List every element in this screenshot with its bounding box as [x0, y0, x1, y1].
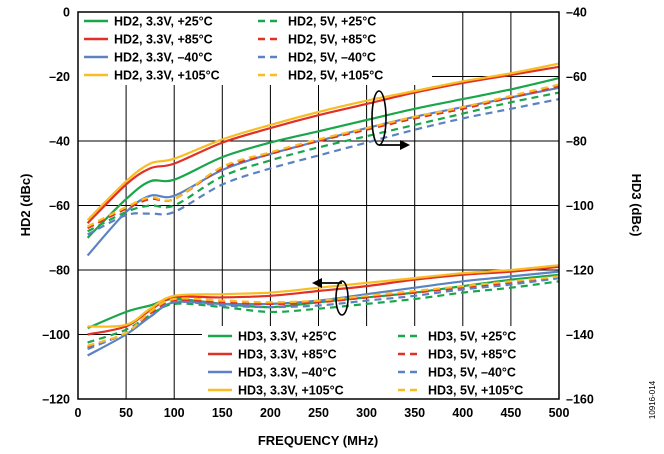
- series-line-hd3-3-3v-p105c: [87, 264, 560, 328]
- legend-label: HD3, 5V, +85°C: [428, 348, 516, 362]
- x-tick-label: 300: [356, 406, 377, 420]
- y-left-tick-label: –60: [49, 199, 70, 213]
- x-tick-label: 500: [549, 406, 570, 420]
- x-axis-title: FREQUENCY (MHz): [258, 433, 378, 448]
- right-axis-arrowhead: [400, 140, 410, 150]
- y-left-tick-label: –40: [49, 135, 70, 149]
- x-tick-label: 350: [404, 406, 425, 420]
- legend-label: HD2, 3.3V, +105°C: [114, 69, 220, 83]
- x-tick-label: 200: [260, 406, 281, 420]
- legend-label: HD3, 5V, +105°C: [428, 384, 523, 398]
- series-line-hd2-5v-p85c: [87, 85, 560, 230]
- hd2-group-ellipse: [335, 280, 349, 316]
- x-tick-label: 400: [452, 406, 473, 420]
- series-line-hd2-3-3v-p105c: [86, 62, 560, 221]
- y-left-tick-label: 0: [63, 6, 70, 20]
- y-left-axis-title: HD2 (dBc): [18, 174, 33, 237]
- series-line-hd2-5v-m40c: [87, 98, 560, 236]
- legend-label: HD2, 3.3V, +85°C: [114, 33, 213, 47]
- y-left-tick-label: –20: [49, 70, 70, 84]
- series-layer: [86, 62, 560, 357]
- x-tick-label: 100: [164, 406, 185, 420]
- legend-label: HD2, 5V, +85°C: [288, 33, 376, 47]
- y-right-tick-label: –140: [566, 328, 594, 342]
- legend-label: HD3, 5V, –40°C: [428, 366, 516, 380]
- series-line-hd3-3-3v-p85c: [87, 265, 560, 336]
- y-right-tick-label: –60: [566, 70, 587, 84]
- plot-frame: [77, 11, 560, 400]
- series-line-hd3-5v-m40c: [87, 277, 560, 351]
- axis-indicator-annotations: [312, 90, 410, 316]
- series-line-hd2-3-3v-p25c: [86, 77, 560, 239]
- legend-label: HD2, 3.3V, +25°C: [114, 15, 213, 29]
- x-tick-label: 250: [308, 406, 329, 420]
- legend-label: HD3, 3.3V, +105°C: [238, 384, 344, 398]
- legend-label: HD3, 3.3V, +25°C: [238, 330, 337, 344]
- y-right-tick-label: –100: [566, 199, 594, 213]
- legend-label: HD2, 5V, +105°C: [288, 69, 383, 83]
- y-right-tick-labels: –40 –60 –80 –100 –120 –140 –160: [566, 6, 594, 407]
- x-tick-label: 150: [212, 406, 233, 420]
- x-tick-label: 50: [119, 406, 133, 420]
- series-line-hd2-3-3v-m40c: [86, 86, 560, 257]
- y-right-tick-label: –80: [566, 135, 587, 149]
- y-right-tick-label: –120: [566, 264, 594, 278]
- legend-hd2: HD2, 3.3V, +25°C HD2, 3.3V, +85°C HD2, 3.3…: [78, 11, 432, 85]
- series-line-hd2-5v-p25c: [87, 91, 560, 233]
- series-line-hd3-5v-p105c: [87, 275, 560, 347]
- legend-background: [78, 11, 432, 85]
- legend-label: HD3, 3.3V, +85°C: [238, 348, 337, 362]
- y-right-tick-label: –160: [566, 393, 594, 407]
- x-tick-labels: 0 50 100 150 200 250 300 350 400 450 500: [75, 406, 570, 420]
- y-left-tick-labels: 0 –20 –40 –60 –80 –100 –120: [42, 6, 70, 407]
- legend-label: HD2, 5V, +25°C: [288, 15, 376, 29]
- figure-id: 10916-014: [648, 380, 657, 419]
- legend-label: HD2, 5V, –40°C: [288, 51, 376, 65]
- y-right-tick-label: –40: [566, 6, 587, 20]
- y-left-tick-label: –100: [42, 328, 70, 342]
- y-left-tick-label: –80: [49, 264, 70, 278]
- y-left-tick-label: –120: [42, 393, 70, 407]
- x-tick-label: 0: [75, 406, 82, 420]
- x-tick-label: 450: [500, 406, 521, 420]
- left-axis-arrowhead: [312, 278, 322, 288]
- legend-label: HD2, 3.3V, –40°C: [114, 51, 212, 65]
- y-right-axis-title: HD3 (dBc): [629, 174, 644, 237]
- legend-hd3: HD3, 3.3V, +25°C HD3, 3.3V, +85°C HD3, 3.3…: [202, 326, 588, 400]
- legend-background: [202, 326, 588, 400]
- series-line-hd3-5v-p25c: [87, 280, 560, 344]
- series-line-hd2-3-3v-p85c: [86, 65, 560, 224]
- legend-label: HD3, 3.3V, –40°C: [238, 366, 336, 380]
- series-line-hd3-5v-p85c: [87, 277, 560, 349]
- legend-label: HD3, 5V, +25°C: [428, 330, 516, 344]
- series-line-hd3-3-3v-p25c: [87, 273, 560, 330]
